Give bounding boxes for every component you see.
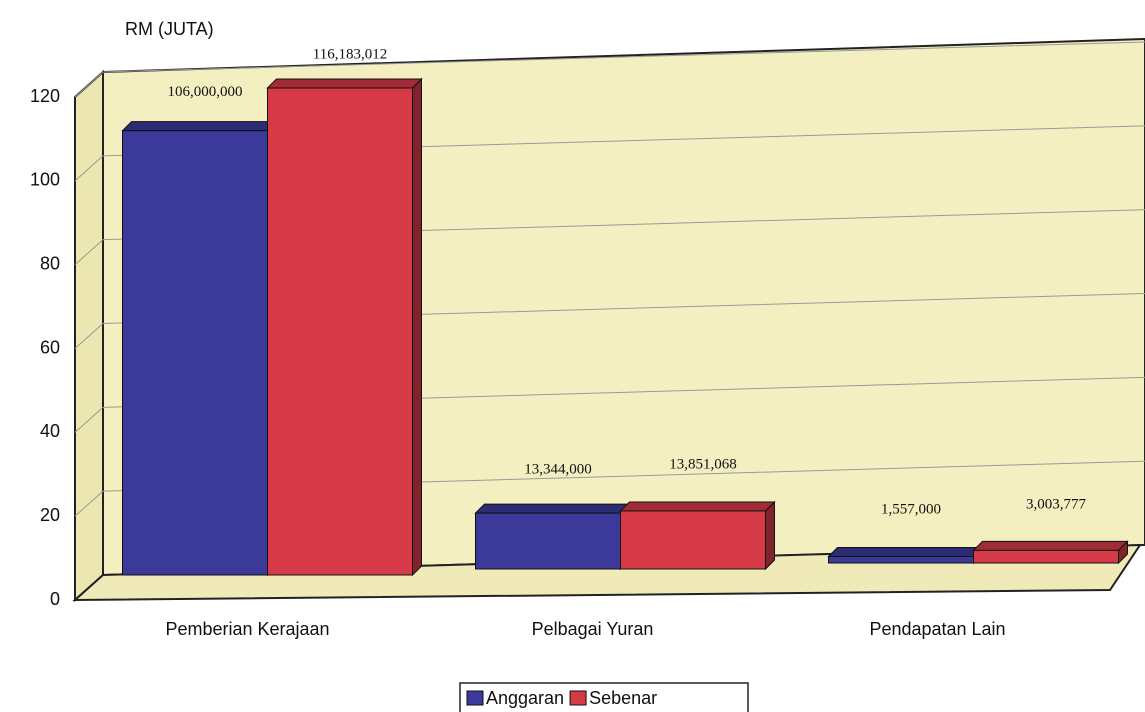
bar (828, 555, 974, 564)
y-tick-label: 80 (40, 253, 60, 273)
bar-top (619, 501, 776, 512)
legend-label: Anggaran (486, 688, 564, 708)
x-tick-label: Pelbagai Yuran (532, 619, 654, 639)
grid-line (74, 293, 1145, 349)
y-tick-label: 100 (30, 170, 60, 190)
grid-line (74, 209, 1145, 266)
bar-top (474, 503, 631, 514)
legend-swatch (466, 690, 484, 706)
data-label: 13,344,000 (524, 461, 592, 477)
grid-line (74, 376, 1145, 433)
data-label: 13,851,068 (669, 456, 737, 472)
bar (620, 510, 766, 570)
data-label: 106,000,000 (168, 84, 243, 100)
legend-label: Sebenar (589, 688, 657, 708)
bar (973, 549, 1119, 564)
grid-line (74, 125, 1145, 182)
bar (122, 130, 268, 576)
y-tick-label: 40 (40, 421, 60, 441)
bar-top (121, 121, 278, 132)
y-tick-label: 60 (40, 337, 60, 357)
bar-top (266, 78, 423, 89)
y-tick-label: 20 (40, 505, 60, 525)
legend-box (459, 682, 749, 712)
y-tick-label: 120 (30, 86, 60, 106)
grid-line (74, 460, 1145, 517)
data-label: 116,183,012 (313, 46, 387, 62)
data-label: 1,557,000 (881, 501, 941, 517)
bar (267, 87, 413, 576)
x-tick-label: Pemberian Kerajaan (165, 619, 329, 639)
bar-top (827, 546, 984, 557)
bar-top (972, 540, 1129, 551)
legend: Anggaran Sebenar (459, 682, 749, 712)
bar-side (765, 500, 775, 571)
grid-line (74, 41, 1145, 98)
y-axis-label: RM (JUTA) (125, 19, 214, 39)
legend-swatch (569, 690, 587, 706)
x-tick-label: Pendapatan Lain (869, 619, 1005, 639)
data-label: 3,003,777 (1026, 496, 1087, 512)
bar-side (412, 77, 422, 577)
bar (475, 512, 621, 570)
y-tick-label: 0 (50, 589, 60, 609)
